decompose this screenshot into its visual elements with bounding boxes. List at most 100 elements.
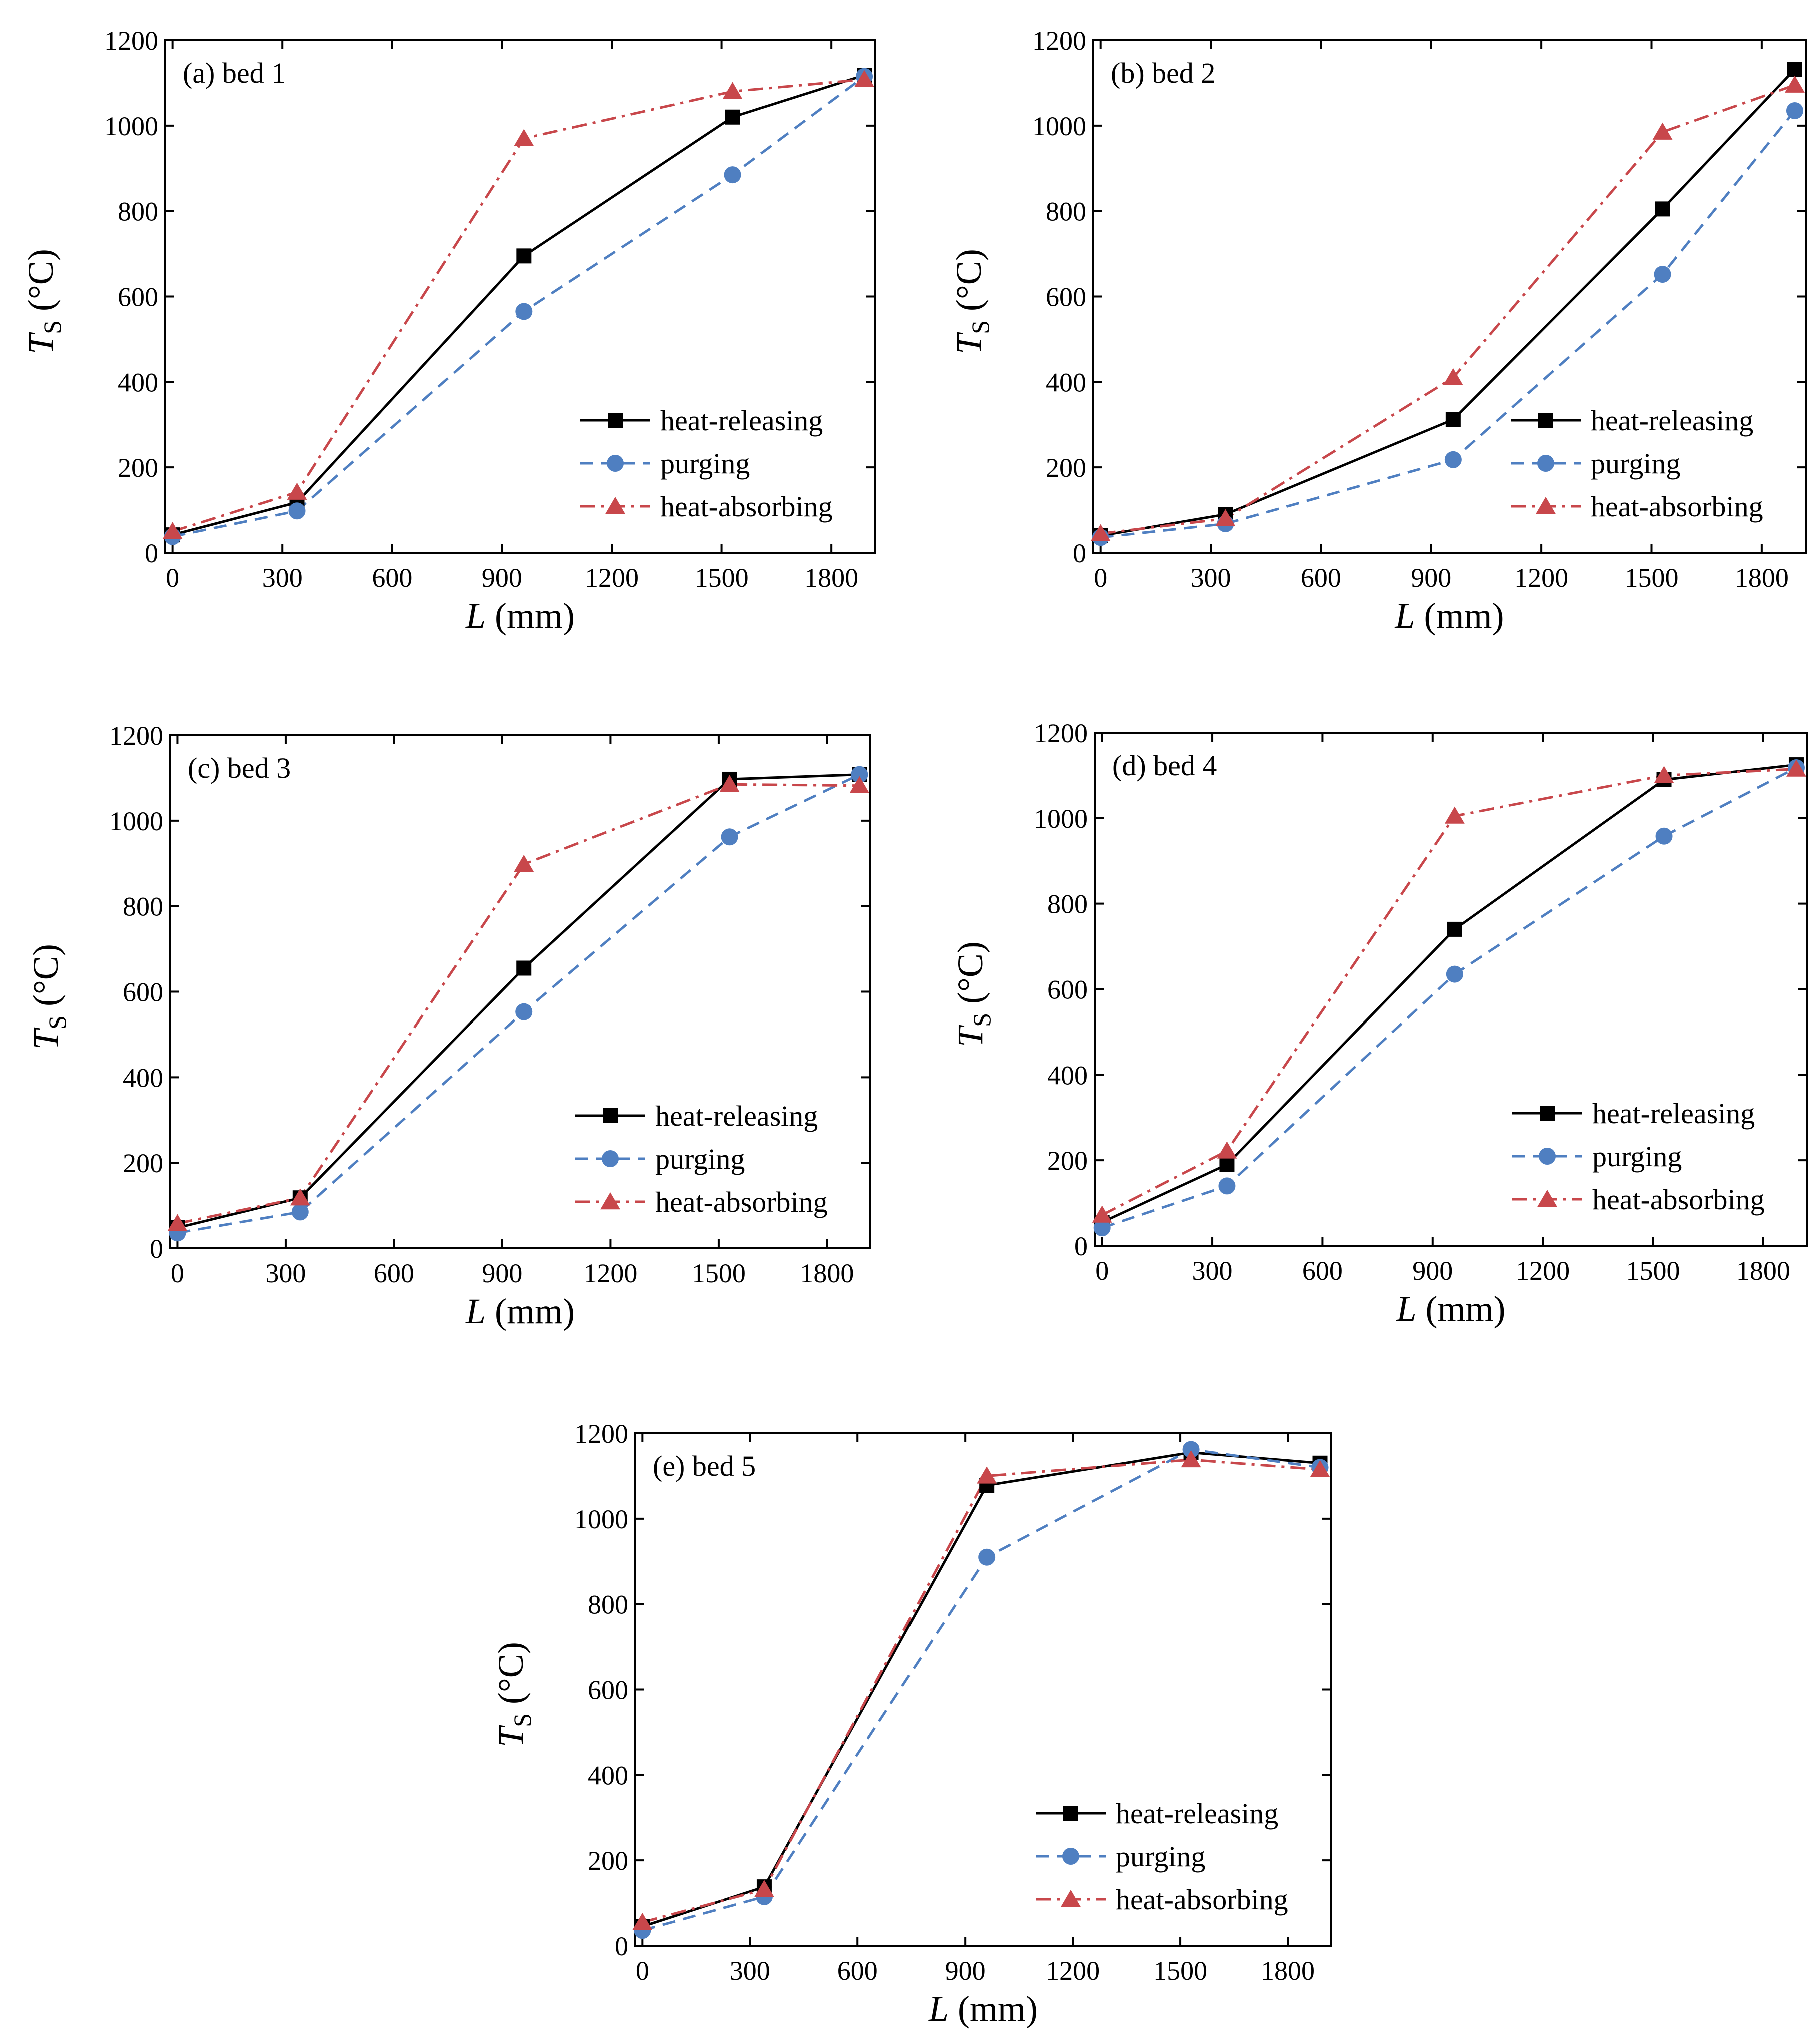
- legend-label-heat-absorbing: heat-absorbing: [1116, 1883, 1288, 1916]
- series-line-heat-releasing: [642, 1451, 1320, 1928]
- y-tick-label: 1000: [109, 806, 163, 836]
- x-axis-label: L (mm): [928, 1989, 1038, 2029]
- series-line-heat-absorbing: [1101, 768, 1797, 1216]
- y-axis-label: TS (°C): [491, 1642, 536, 1747]
- legend-label-purging: purging: [1116, 1840, 1205, 1873]
- x-axis-space: [486, 1291, 495, 1331]
- x-tick-label: 900: [482, 563, 522, 593]
- data-point-purging: [1655, 827, 1673, 845]
- legend-marker-purging: [607, 455, 624, 472]
- y-axis-space: [949, 311, 989, 320]
- data-point-heat-releasing: [1445, 412, 1461, 427]
- legend-marker-heat-absorbing: [600, 1192, 620, 1210]
- x-axis-space: [949, 1989, 958, 2029]
- data-point-heat-releasing: [1219, 1157, 1235, 1172]
- data-point-purging: [851, 766, 868, 783]
- legend-marker-heat-absorbing: [1536, 497, 1556, 514]
- y-tick-label: 1200: [1032, 26, 1086, 56]
- data-point-heat-absorbing: [514, 129, 534, 146]
- data-point-heat-absorbing: [1217, 1141, 1237, 1159]
- chart-panel-2: 0 300 600 900 1200 1500 1800 0 200 400 600 800 1000 1…: [949, 26, 1807, 636]
- x-tick-label: 1500: [1153, 1956, 1207, 1986]
- chart-panel-5: 0 300 600 900 1200 1500 1800 0 200 400 600 800 1000 1…: [491, 1419, 1332, 2029]
- x-tick-label: 600: [1301, 563, 1341, 593]
- x-tick-label: 1200: [1046, 1956, 1100, 1986]
- y-axis-variable: T: [949, 332, 989, 354]
- y-tick-label: 1200: [104, 26, 158, 56]
- x-axis-unit: (mm): [1426, 1289, 1506, 1329]
- legend-marker-heat-releasing: [1538, 413, 1553, 428]
- x-tick-label: 300: [1192, 1256, 1233, 1286]
- y-tick-label: 600: [1046, 282, 1086, 312]
- data-point-purging: [515, 1003, 533, 1020]
- x-tick-label: 900: [482, 1258, 522, 1288]
- legend-label-purging: purging: [655, 1143, 745, 1175]
- data-point-heat-absorbing: [1654, 766, 1674, 783]
- x-tick-label: 600: [372, 563, 412, 593]
- x-tick-label: 1800: [1735, 563, 1789, 593]
- x-tick-label: 1200: [583, 1258, 637, 1288]
- y-axis-subscript: S: [968, 1013, 996, 1027]
- y-tick-label: 1200: [1034, 718, 1088, 748]
- data-point-heat-releasing: [1655, 201, 1670, 217]
- data-point-heat-releasing: [516, 248, 532, 264]
- data-point-purging: [288, 502, 306, 520]
- y-tick-label: 0: [145, 538, 158, 568]
- y-tick-label: 400: [588, 1760, 628, 1790]
- legend-label-heat-releasing: heat-releasing: [655, 1100, 818, 1132]
- y-tick-label: 800: [118, 197, 158, 227]
- x-axis-space: [486, 596, 495, 636]
- x-axis-unit: (mm): [495, 1291, 575, 1331]
- y-axis-unit: (°C): [491, 1642, 531, 1704]
- legend-label-heat-releasing: heat-releasing: [660, 404, 823, 437]
- x-tick-label: 1500: [692, 1258, 746, 1288]
- x-tick-label: 1800: [800, 1258, 854, 1288]
- y-tick-label: 200: [1046, 453, 1086, 483]
- data-point-heat-absorbing: [1215, 509, 1236, 526]
- legend-label-heat-absorbing: heat-absorbing: [1591, 490, 1763, 523]
- chart-panel-3: 0 300 600 900 1200 1500 1800 0 200 400 600 800 1000 1…: [26, 721, 871, 1331]
- data-point-purging: [1446, 965, 1463, 983]
- data-point-heat-absorbing: [1090, 524, 1111, 541]
- data-point-heat-releasing: [1787, 62, 1802, 77]
- series-line-purging: [1100, 110, 1796, 539]
- data-point-heat-absorbing: [722, 82, 743, 99]
- data-point-heat-absorbing: [514, 854, 534, 872]
- x-axis-variable: L: [1394, 596, 1415, 636]
- y-tick-label: 400: [1047, 1060, 1088, 1090]
- x-tick-label: 1200: [1516, 1256, 1570, 1286]
- data-point-purging: [978, 1548, 996, 1566]
- data-point-heat-absorbing: [1785, 75, 1805, 93]
- panel-title: (d) bed 4: [1112, 749, 1217, 782]
- legend-marker-heat-releasing: [1540, 1106, 1555, 1121]
- y-tick-label: 600: [123, 977, 163, 1007]
- x-tick-label: 1500: [695, 563, 749, 593]
- y-tick-label: 600: [118, 282, 158, 312]
- data-point-purging: [1093, 1219, 1111, 1237]
- data-point-heat-absorbing: [1092, 1205, 1112, 1223]
- legend-label-heat-absorbing: heat-absorbing: [660, 490, 833, 523]
- series-line-purging: [177, 773, 860, 1234]
- data-point-heat-absorbing: [854, 70, 874, 87]
- x-tick-label: 0: [636, 1956, 649, 1986]
- data-point-heat-absorbing: [287, 482, 307, 500]
- legend-label-purging: purging: [1592, 1140, 1682, 1173]
- legend-label-heat-releasing: heat-releasing: [1116, 1797, 1278, 1830]
- x-tick-label: 1800: [1736, 1256, 1790, 1286]
- plot-frame: [1092, 39, 1807, 554]
- y-axis-space: [491, 1704, 531, 1713]
- x-axis-space: [1417, 1289, 1426, 1329]
- y-tick-label: 400: [118, 367, 158, 397]
- x-axis-variable: L: [465, 596, 486, 636]
- y-tick-label: 0: [150, 1234, 163, 1264]
- y-axis-label: TS (°C): [950, 941, 996, 1047]
- data-point-heat-releasing: [1447, 921, 1462, 937]
- y-tick-label: 200: [118, 453, 158, 483]
- x-tick-label: 600: [1302, 1256, 1343, 1286]
- y-axis-unit: (°C): [26, 944, 66, 1006]
- y-tick-label: 400: [1046, 367, 1086, 397]
- x-axis-unit: (mm): [495, 596, 575, 636]
- x-tick-label: 300: [1191, 563, 1231, 593]
- x-tick-label: 900: [945, 1956, 986, 1986]
